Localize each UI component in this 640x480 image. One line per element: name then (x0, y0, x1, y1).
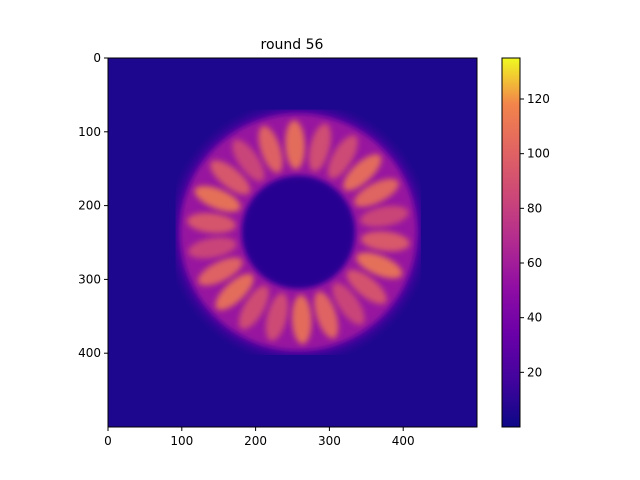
ring-lobe (291, 295, 312, 345)
ring-hole (243, 177, 354, 287)
ring-lobe (258, 125, 283, 173)
x-axis: 0 100 200 300 400 (104, 427, 415, 448)
ring-lobe (327, 135, 358, 179)
colorbar (501, 57, 521, 428)
ring-lobe (343, 154, 382, 191)
x-tick-label: 100 (170, 434, 193, 448)
ring-lobe (194, 185, 241, 212)
heatmap-image (108, 58, 477, 427)
colorbar-tick-label: 120 (527, 92, 550, 106)
colorbar-axis: 20 40 60 80 100 120 (520, 92, 550, 379)
x-tick-label: 0 (104, 434, 112, 448)
colorbar-tick-label: 20 (527, 365, 542, 379)
y-tick-label: 100 (78, 125, 101, 139)
ring-lobe (356, 252, 403, 279)
colorbar-tick-label: 60 (527, 256, 542, 270)
y-tick-label: 400 (78, 346, 101, 360)
colorbar-tick-label: 80 (527, 201, 542, 215)
ring-lobe (232, 139, 265, 182)
x-tick-label: 400 (392, 434, 415, 448)
ring-lobe (314, 291, 339, 339)
ring-lobe (285, 120, 305, 170)
chart-title: round 56 (261, 37, 324, 53)
ring-lobe (360, 231, 410, 252)
ring-lobe (308, 123, 332, 172)
y-axis: 0 100 200 300 400 (78, 51, 108, 360)
ring-lobe (360, 205, 409, 228)
ring-lobe (265, 293, 289, 341)
ring-lobe (238, 285, 270, 330)
ring-lobe (197, 257, 243, 286)
plot-frame (107, 57, 478, 428)
ring-lobe (188, 237, 237, 259)
ring-lobe (215, 273, 254, 311)
ring-lobe (354, 178, 399, 207)
ring-lobe (346, 269, 387, 305)
ring-layer (175, 109, 422, 356)
x-tick-label: 300 (318, 434, 341, 448)
ring-lobe (210, 160, 251, 195)
x-tick-label: 200 (244, 434, 267, 448)
ring-lobe (332, 283, 365, 325)
colorbar-tick-label: 40 (527, 311, 542, 325)
ring-lobe (187, 212, 236, 234)
y-tick-label: 200 (78, 199, 101, 213)
y-tick-label: 0 (93, 51, 101, 65)
colorbar-tick-label: 100 (527, 147, 550, 161)
y-tick-label: 300 (78, 272, 101, 286)
